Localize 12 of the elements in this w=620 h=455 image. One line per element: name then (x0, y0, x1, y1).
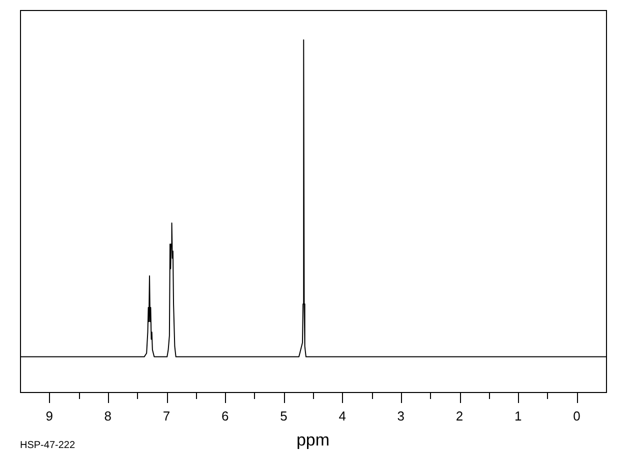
x-tick-label: 8 (104, 408, 112, 424)
x-tick-label: 2 (456, 408, 464, 424)
x-tick-label: 3 (397, 408, 405, 424)
x-tick-label: 5 (280, 408, 288, 424)
x-tick-label: 7 (162, 408, 170, 424)
x-tick-label: 1 (514, 408, 522, 424)
text: HSP-47-222 (20, 440, 76, 452)
x-tick-label: 9 (46, 408, 53, 424)
x-tick-label: 0 (573, 408, 580, 424)
x-axis-title: ppm (296, 430, 330, 450)
x-tick-label: 6 (221, 408, 229, 424)
x-tick-label: 4 (338, 408, 346, 424)
